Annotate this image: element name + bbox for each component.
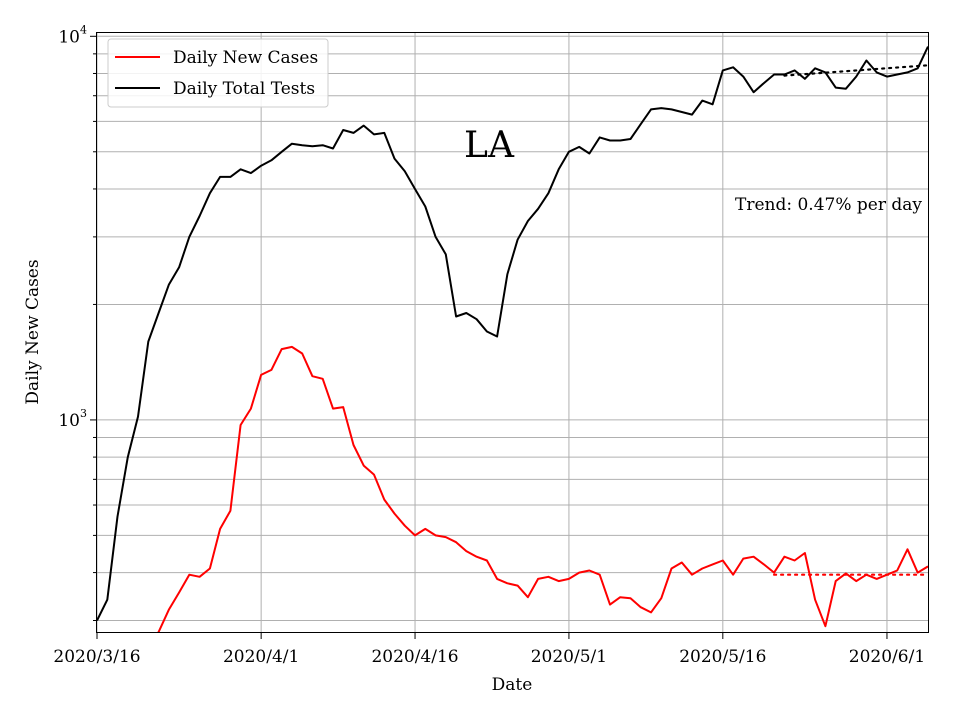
series-line-daily-new-cases [157, 345, 928, 632]
y-tick-label: 103 [58, 407, 87, 431]
series-layer [97, 46, 928, 632]
plot-frame [96, 32, 929, 633]
x-tick-label: 2020/4/1 [223, 647, 299, 667]
legend-label-tests: Daily Total Tests [173, 79, 315, 99]
series-line-tests-trend [783, 64, 928, 77]
x-tick-label: 2020/6/1 [849, 647, 925, 667]
legend-box [107, 38, 329, 108]
y-axis-title: Daily New Cases [23, 259, 43, 404]
x-tick-label: 2020/4/16 [371, 647, 458, 667]
legend-label-cases: Daily New Cases [173, 48, 318, 68]
x-tick-label: 2020/3/16 [53, 647, 140, 667]
tick-layer: 103 104 2020/3/16 2020/4/1 2020/4/16 2020/5/1… [53, 23, 925, 667]
x-tick-label: 2020/5/16 [679, 647, 766, 667]
x-tick-label: 2020/5/1 [531, 647, 607, 667]
trend-annotation: Trend: 0.47% per day [735, 195, 922, 215]
y-tick-label: 104 [58, 23, 87, 47]
legend: Daily New Cases Daily Total Tests [107, 38, 329, 108]
grid-layer [96, 33, 928, 632]
x-axis-title: Date [492, 675, 533, 695]
region-label: LA [464, 125, 515, 166]
series-line-daily-total-tests [97, 46, 928, 621]
